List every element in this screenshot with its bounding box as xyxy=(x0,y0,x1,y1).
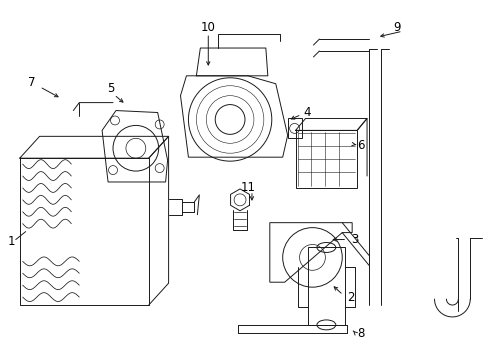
Text: 3: 3 xyxy=(351,233,358,246)
Bar xyxy=(307,247,345,325)
Text: 11: 11 xyxy=(240,181,255,194)
Text: 10: 10 xyxy=(201,21,215,34)
Bar xyxy=(287,118,301,138)
Text: 8: 8 xyxy=(357,327,364,340)
Text: 1: 1 xyxy=(8,235,16,248)
Text: 6: 6 xyxy=(357,139,364,152)
Bar xyxy=(295,130,356,188)
Text: 2: 2 xyxy=(346,291,354,303)
Text: 4: 4 xyxy=(303,106,311,119)
Text: 9: 9 xyxy=(392,21,400,34)
Text: 7: 7 xyxy=(28,76,35,89)
Text: 5: 5 xyxy=(107,82,115,95)
